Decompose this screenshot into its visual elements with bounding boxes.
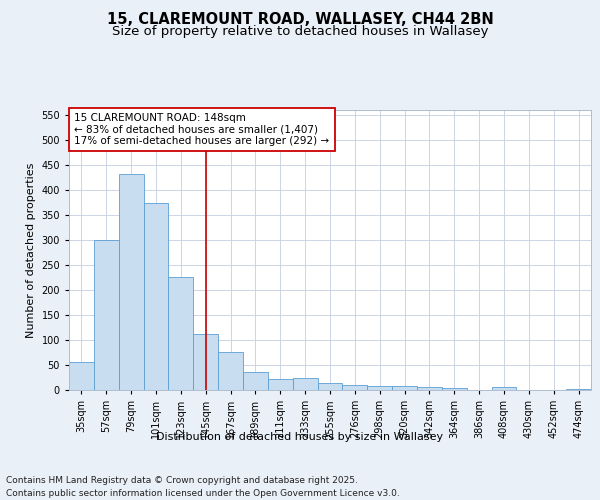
Bar	[566, 388, 591, 390]
Bar	[119, 174, 143, 390]
Text: Size of property relative to detached houses in Wallasey: Size of property relative to detached ho…	[112, 25, 488, 38]
Y-axis label: Number of detached properties: Number of detached properties	[26, 162, 36, 338]
Bar	[268, 379, 293, 390]
Bar	[69, 362, 94, 390]
Bar	[218, 352, 243, 390]
Text: 15 CLAREMOUNT ROAD: 148sqm
← 83% of detached houses are smaller (1,407)
17% of s: 15 CLAREMOUNT ROAD: 148sqm ← 83% of deta…	[74, 113, 329, 146]
Bar	[293, 378, 317, 390]
Bar	[367, 386, 392, 390]
Text: Distribution of detached houses by size in Wallasey: Distribution of detached houses by size …	[157, 432, 443, 442]
Bar	[143, 202, 169, 390]
Bar	[343, 385, 367, 390]
Bar	[169, 277, 193, 390]
Bar	[417, 387, 442, 390]
Bar	[94, 240, 119, 390]
Text: 15, CLAREMOUNT ROAD, WALLASEY, CH44 2BN: 15, CLAREMOUNT ROAD, WALLASEY, CH44 2BN	[107, 12, 493, 28]
Bar	[392, 386, 417, 390]
Bar	[243, 372, 268, 390]
Text: Contains HM Land Registry data © Crown copyright and database right 2025.
Contai: Contains HM Land Registry data © Crown c…	[6, 476, 400, 498]
Bar	[491, 387, 517, 390]
Bar	[442, 388, 467, 390]
Bar	[317, 383, 343, 390]
Bar	[193, 334, 218, 390]
